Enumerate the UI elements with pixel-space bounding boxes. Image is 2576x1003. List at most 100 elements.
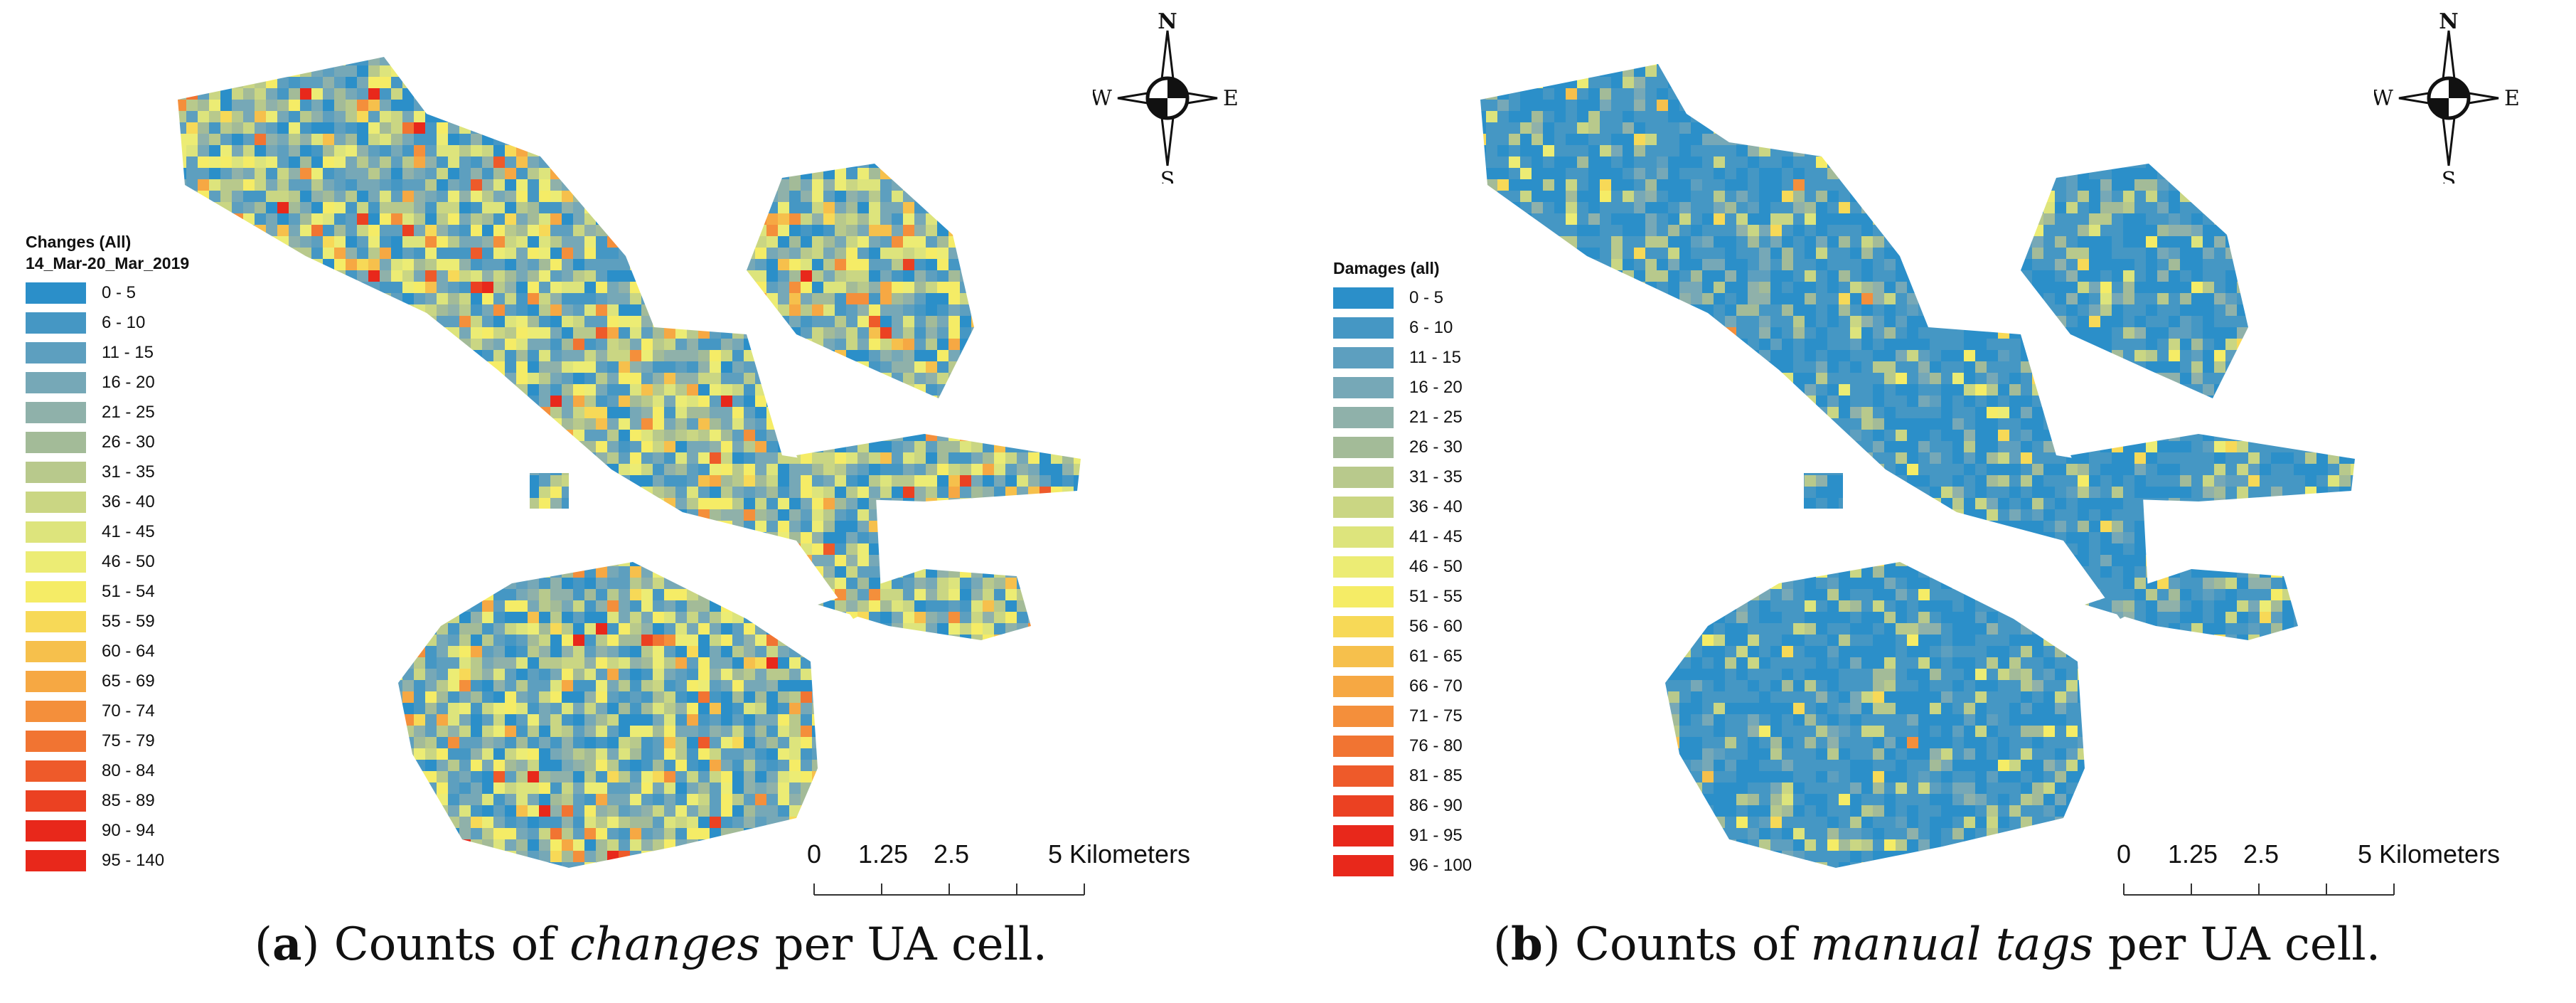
map-cell: [437, 703, 448, 714]
map-cell: [437, 487, 448, 498]
map-cell: [437, 669, 448, 680]
map-cell: [766, 521, 778, 532]
map-cell: [607, 270, 619, 282]
map-cell: [425, 361, 437, 373]
map-cell: [880, 168, 892, 179]
map-cell: [812, 191, 823, 202]
map-cell: [926, 396, 937, 407]
map-cell: [1028, 487, 1040, 498]
map-cell: [471, 430, 482, 441]
map-cell: [1062, 384, 1074, 396]
map-cell: [425, 509, 437, 521]
map-cell: [437, 612, 448, 623]
map-cell: [994, 646, 1005, 657]
map-cell: [744, 191, 755, 202]
map-cell: [289, 373, 300, 384]
map-cell: [1074, 57, 1081, 65]
map-cell: [846, 498, 857, 509]
map-cell: [960, 452, 971, 464]
map-cell: [232, 452, 243, 464]
map-cell: [448, 566, 459, 578]
map-cell: [539, 464, 550, 475]
map-cell: [255, 213, 266, 225]
map-cell: [459, 703, 471, 714]
map-cell: [505, 532, 516, 543]
map-cell: [1062, 669, 1074, 680]
map-cell: [505, 248, 516, 259]
map-cell: [266, 43, 277, 54]
map-cell: [766, 635, 778, 646]
map-cell: [1051, 88, 1062, 100]
map-cell: [528, 646, 539, 657]
map-cell: [789, 304, 801, 316]
map-cell: [596, 646, 607, 657]
map-cell: [1028, 248, 1040, 259]
map-cell: [1108, 270, 1119, 282]
map-cell: [994, 532, 1005, 543]
map-cell: [971, 57, 983, 65]
map-cell: [596, 475, 607, 487]
map-cell: [903, 100, 914, 111]
map-cell: [1028, 373, 1040, 384]
map-cell: [1108, 361, 1119, 373]
map-cell: [277, 316, 289, 327]
map-cell: [334, 418, 346, 430]
map-cell: [641, 43, 653, 54]
map-cell: [550, 589, 562, 600]
map-cell: [232, 521, 243, 532]
map-cell: [391, 304, 402, 316]
map-cell: [926, 555, 937, 566]
map-cell: [926, 464, 937, 475]
map-cell: [755, 578, 766, 589]
map-cell: [630, 441, 641, 452]
map-cell: [926, 293, 937, 304]
map-cell: [903, 373, 914, 384]
map-cell: [255, 623, 266, 635]
map-cell: [368, 441, 380, 452]
map-cell: [266, 88, 277, 100]
map-cell: [562, 430, 573, 441]
map-cell: [903, 361, 914, 373]
map-cell: [903, 384, 914, 396]
map-cell: [994, 691, 1005, 703]
map-cell: [482, 100, 493, 111]
map-cell: [164, 65, 175, 77]
map-cell: [675, 452, 687, 464]
map-cell: [300, 543, 311, 555]
map-cell: [812, 361, 823, 373]
map-cell: [334, 225, 346, 236]
map-cell: [493, 464, 505, 475]
map-cell: [277, 179, 289, 191]
map-cell: [766, 543, 778, 555]
map-cell: [528, 111, 539, 122]
map-cell: [710, 566, 721, 578]
map-cell: [334, 600, 346, 612]
map-cell: [1051, 407, 1062, 418]
map-cell: [823, 65, 835, 77]
map-cell: [584, 543, 596, 555]
map-cell: [801, 270, 812, 282]
map-cell: [1085, 373, 1096, 384]
map-cell: [926, 248, 937, 259]
map-cell: [812, 156, 823, 168]
map-cell: [528, 623, 539, 635]
map-cell: [1005, 122, 1017, 134]
map-cell: [380, 145, 391, 156]
map-cell: [573, 452, 584, 464]
map-cell: [300, 57, 311, 65]
map-cell: [1074, 77, 1081, 88]
map-cell: [869, 373, 880, 384]
map-cell: [391, 77, 402, 88]
map-cell: [1085, 361, 1096, 373]
map-cell: [516, 65, 528, 77]
map-cell: [903, 475, 914, 487]
map-cell: [687, 532, 698, 543]
map-cell: [289, 452, 300, 464]
map-cell: [732, 418, 744, 430]
map-cell: [198, 225, 209, 236]
map-cell: [550, 396, 562, 407]
map-cell: [482, 57, 493, 65]
map-cell: [346, 509, 357, 521]
map-cell: [1005, 77, 1017, 88]
map-cell: [289, 236, 300, 248]
